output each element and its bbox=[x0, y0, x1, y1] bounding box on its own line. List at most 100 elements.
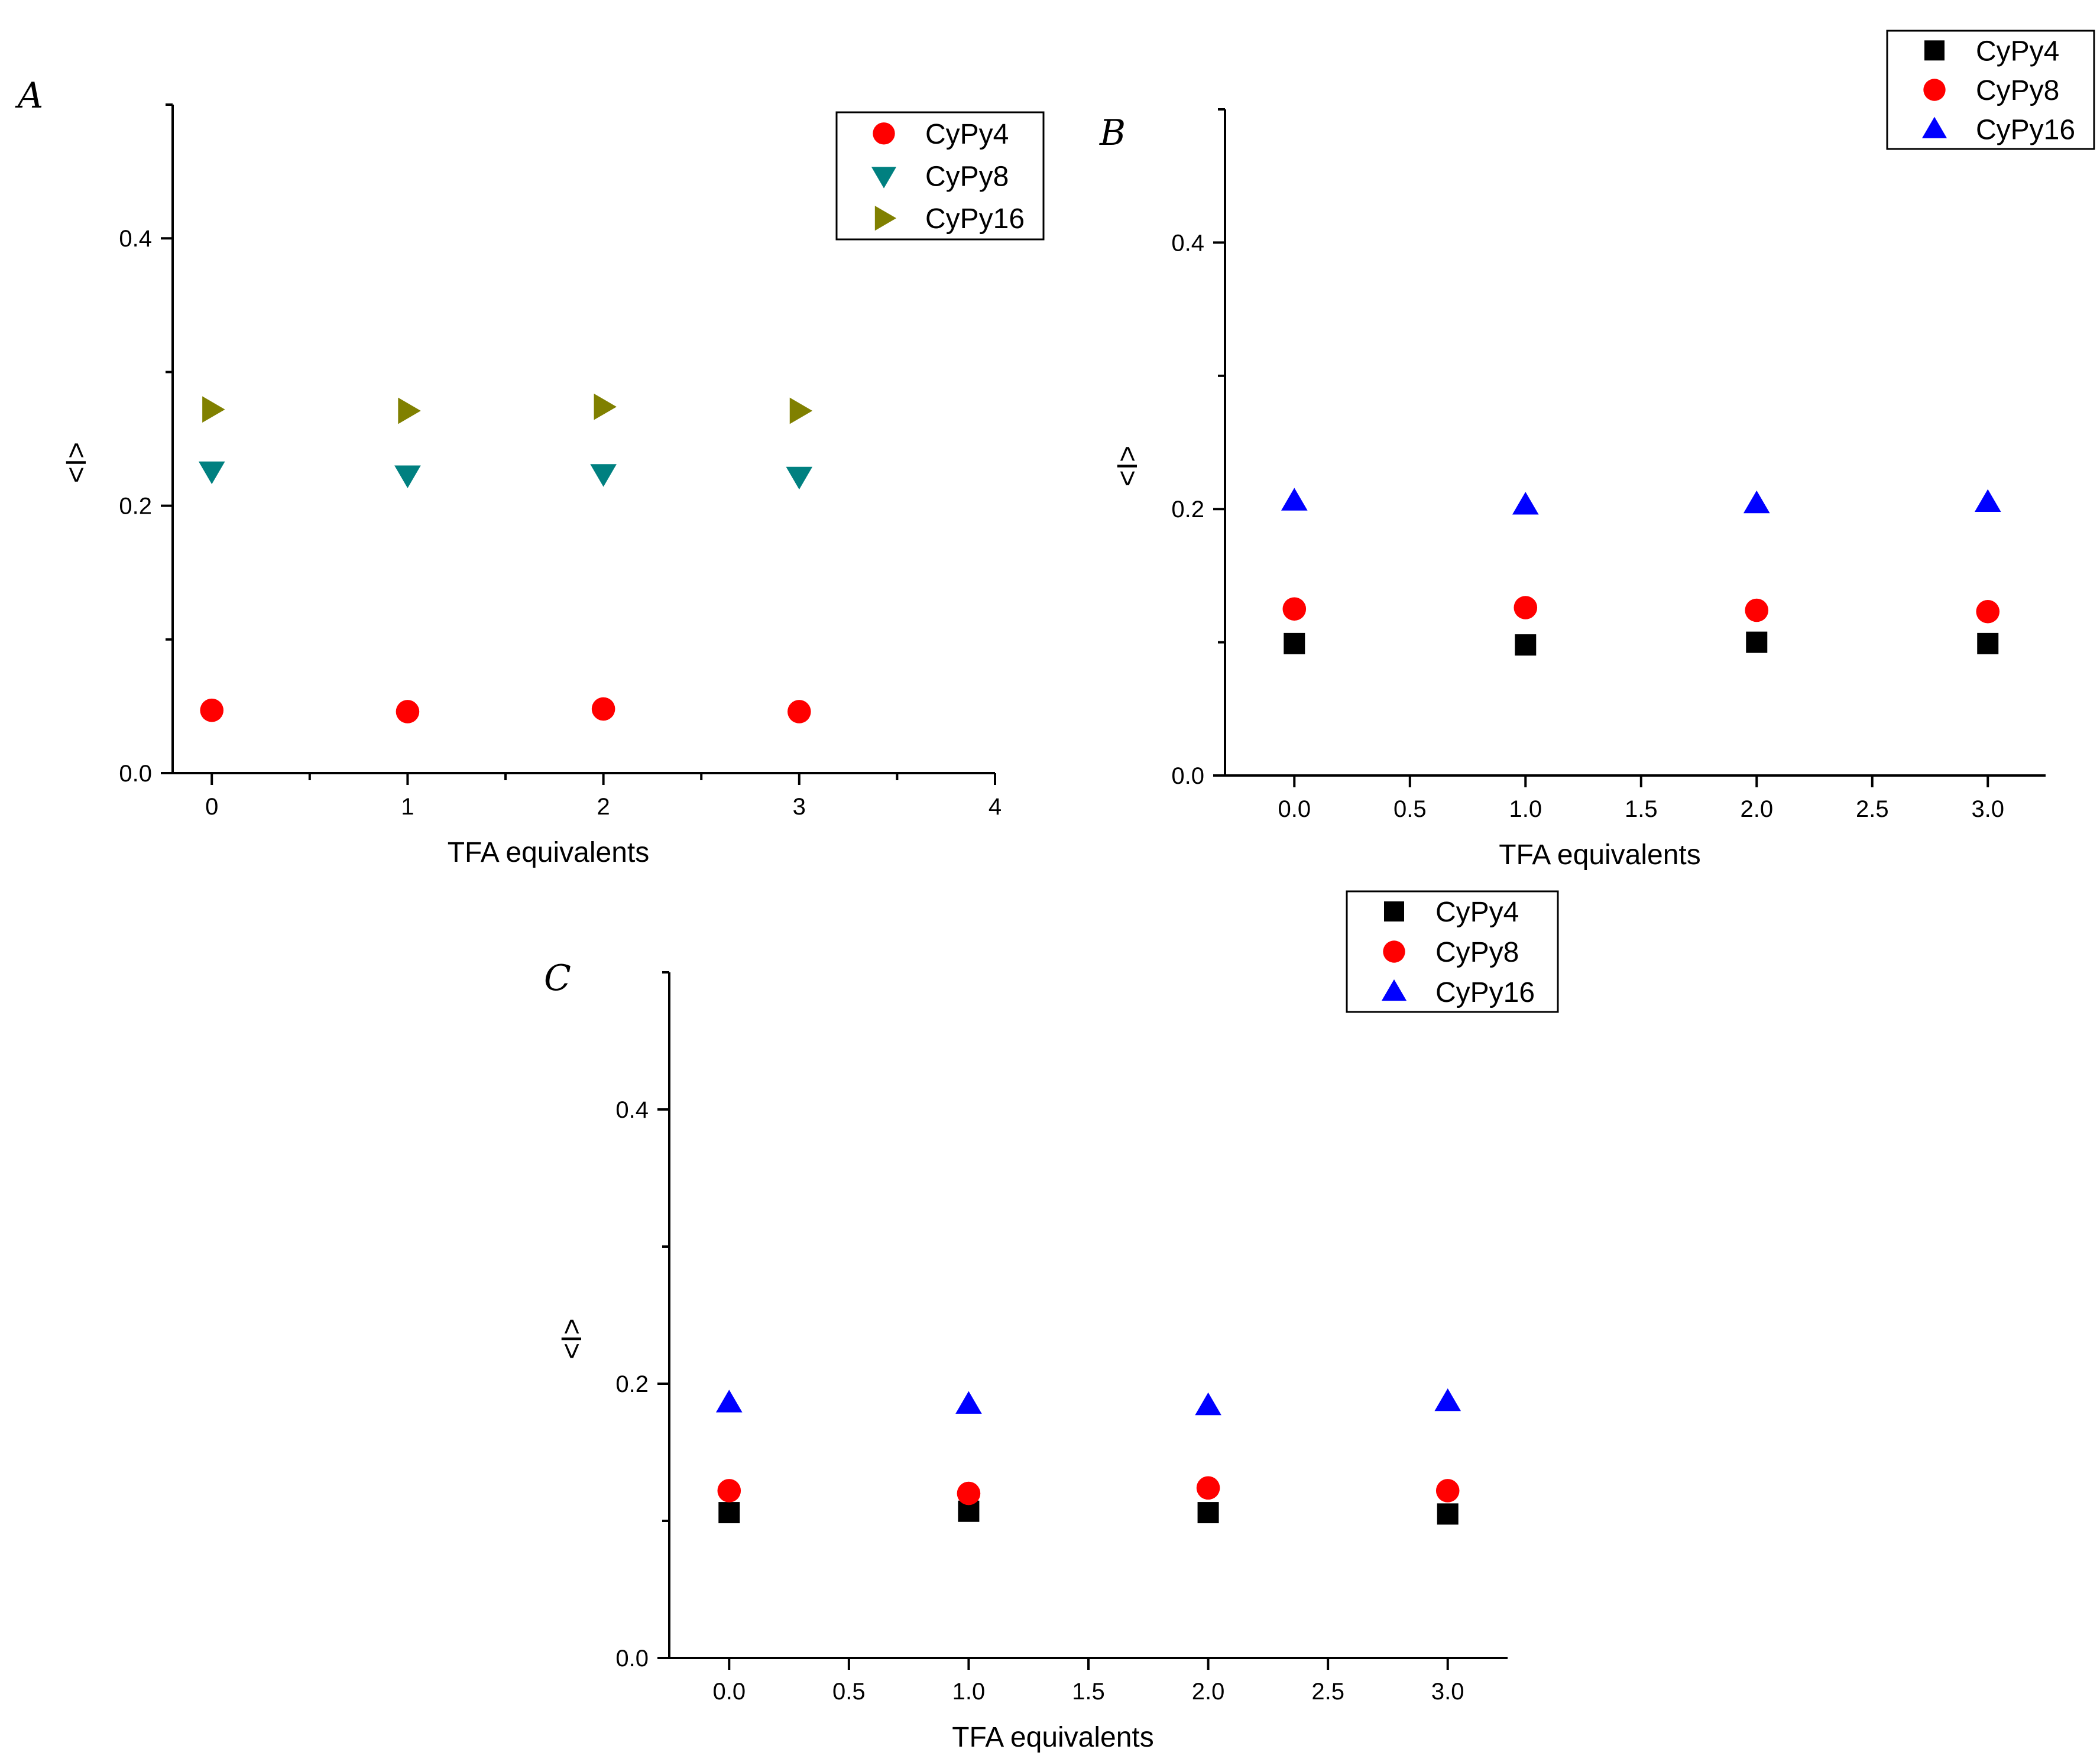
panel-a-legend-marker bbox=[873, 122, 895, 145]
panel-a-x-axis-title: TFA equivalents bbox=[448, 837, 650, 868]
panel-c-x-tick-label: 1.5 bbox=[1072, 1679, 1105, 1705]
panel-c-x-tick-label: 0.5 bbox=[832, 1679, 866, 1705]
panel-a-point-cypy16 bbox=[789, 397, 813, 424]
panel-a-x-tick-label: 2 bbox=[597, 794, 610, 820]
panel-b-point-cypy8 bbox=[1514, 596, 1538, 619]
panel-c-x-tick-label: 2.5 bbox=[1311, 1679, 1344, 1705]
panel-b-series-cypy8 bbox=[1282, 596, 2000, 624]
panel-c-y-tick-label: 0.2 bbox=[615, 1371, 649, 1397]
panel-a-point-cypy4 bbox=[591, 697, 615, 721]
panel-b-point-cypy16 bbox=[1974, 489, 2001, 512]
panel-c-x-tick-label: 1.0 bbox=[952, 1679, 986, 1705]
panel-a-legend-label: CyPy16 bbox=[925, 203, 1025, 235]
panel-c-legend-label: CyPy8 bbox=[1435, 937, 1519, 968]
panel-a-point-cypy16 bbox=[594, 393, 617, 420]
panel-a-point-cypy8 bbox=[394, 465, 421, 488]
panel-b-legend-marker bbox=[1921, 116, 1947, 138]
panel-b-point-cypy4 bbox=[1746, 631, 1768, 653]
panel-a-legend-marker bbox=[871, 167, 897, 189]
panel-c-point-cypy8 bbox=[957, 1481, 981, 1505]
panel-c-label: C bbox=[544, 958, 571, 999]
panel-c-point-cypy16 bbox=[1434, 1388, 1461, 1411]
panel-a-point-cypy4 bbox=[200, 698, 224, 722]
panel-a-x-tick-label: 4 bbox=[989, 794, 1002, 820]
panel-b-series-cypy16 bbox=[1281, 488, 2001, 515]
panel-b-legend-label: CyPy16 bbox=[1976, 115, 2075, 146]
panel-b-legend-marker bbox=[1924, 40, 1945, 61]
panel-b-point-cypy8 bbox=[1745, 598, 1769, 622]
panel-b-y-tick-label: 0.0 bbox=[1171, 763, 1204, 789]
panel-c-point-cypy4 bbox=[718, 1502, 740, 1524]
panel-b-x-tick-label: 1.0 bbox=[1509, 796, 1542, 822]
panel-c-series-cypy16 bbox=[715, 1388, 1461, 1416]
panel-a-y-tick-label: 0.2 bbox=[119, 494, 152, 520]
panel-c-x-tick-label: 2.0 bbox=[1192, 1679, 1225, 1705]
panel-b-legend-marker bbox=[1923, 79, 1946, 101]
panel-a-legend: CyPy4 CyPy8 CyPy16 bbox=[835, 111, 1045, 241]
panel-a-series-cypy4 bbox=[200, 697, 811, 723]
panel-b-point-cypy16 bbox=[1743, 490, 1770, 514]
panel-c-legend-label: CyPy16 bbox=[1435, 977, 1535, 1008]
panel-a-point-cypy16 bbox=[202, 396, 225, 423]
panel-a-series-cypy16 bbox=[202, 393, 813, 424]
panel-a-y-axis-title: <I> bbox=[61, 442, 92, 483]
panel-c-point-cypy16 bbox=[955, 1391, 982, 1414]
panel-b-y-axis-title: <I> bbox=[1112, 446, 1143, 486]
panel-a-point-cypy4 bbox=[396, 700, 420, 723]
panel-c-point-cypy16 bbox=[715, 1390, 743, 1413]
panel-a-label: A bbox=[15, 75, 43, 116]
panel-a-legend-marker bbox=[874, 206, 897, 231]
panel-c-legend-box bbox=[1346, 890, 1559, 1013]
panel-b-point-cypy8 bbox=[1976, 599, 2000, 624]
panel-b-point-cypy16 bbox=[1512, 492, 1539, 515]
panel-c-point-cypy8 bbox=[717, 1479, 741, 1503]
panel-c: C 0.0 0.2 0.4 0.0 0.5 1.0 1.5 2.0 2.5 3.0 TFA equiv… bbox=[544, 890, 1559, 1753]
panel-c-y-tick-label: 0.0 bbox=[615, 1646, 649, 1672]
panel-b-x-tick-label: 0.5 bbox=[1393, 796, 1427, 822]
panel-c-y-tick-label: 0.4 bbox=[615, 1097, 649, 1123]
panel-b-point-cypy16 bbox=[1281, 488, 1308, 511]
panel-b-point-cypy4 bbox=[1977, 632, 1999, 654]
panel-c-point-cypy8 bbox=[1196, 1476, 1220, 1500]
panel-a-series-cypy8 bbox=[198, 461, 813, 490]
panel-b-point-cypy4 bbox=[1284, 632, 1305, 654]
panel-a-point-cypy8 bbox=[198, 461, 225, 485]
panel-b-x-tick-label: 1.5 bbox=[1625, 796, 1658, 822]
panel-a-legend-label: CyPy4 bbox=[925, 119, 1009, 150]
panel-c-legend-marker bbox=[1384, 901, 1404, 921]
panel-b-legend: CyPy4 CyPy8 CyPy16 bbox=[1886, 30, 2095, 150]
panel-b-point-cypy8 bbox=[1282, 597, 1307, 621]
panel-a-point-cypy4 bbox=[788, 700, 811, 723]
panel-c-x-tick-label: 0.0 bbox=[712, 1679, 746, 1705]
panel-a-y-tick-label: 0.0 bbox=[119, 761, 152, 787]
panel-a-point-cypy8 bbox=[590, 464, 617, 487]
panel-a-x-tick-label: 0 bbox=[205, 794, 218, 820]
panel-c-legend-marker bbox=[1383, 940, 1405, 963]
panel-b-label: B bbox=[1099, 112, 1126, 154]
panel-b-x-tick-label: 2.0 bbox=[1740, 796, 1773, 822]
panel-c-legend-label: CyPy4 bbox=[1435, 897, 1519, 928]
panel-b-y-tick-label: 0.4 bbox=[1171, 230, 1204, 256]
panel-b-x-tick-label: 0.0 bbox=[1278, 796, 1311, 822]
panel-b-legend-label: CyPy4 bbox=[1976, 35, 2059, 67]
panel-a-x-tick-label: 1 bbox=[401, 794, 414, 820]
panel-c-y-axis-title: <I> bbox=[556, 1318, 588, 1359]
panel-b-x-tick-label: 2.5 bbox=[1856, 796, 1889, 822]
panel-b-legend-box bbox=[1886, 30, 2095, 150]
panel-b-x-axis-title: TFA equivalents bbox=[1499, 839, 1701, 871]
panel-c-point-cypy4 bbox=[1197, 1502, 1219, 1524]
panel-c-point-cypy8 bbox=[1435, 1479, 1460, 1503]
panel-b-series-cypy4 bbox=[1284, 631, 1999, 656]
panel-c-x-tick-label: 3.0 bbox=[1431, 1679, 1464, 1705]
panel-c-point-cypy16 bbox=[1195, 1392, 1221, 1416]
panel-b: B 0.0 0.2 0.4 0.0 0.5 1.0 1.5 2.0 2.5 3.0 TFA equiv… bbox=[1099, 30, 2095, 871]
panel-a-point-cypy16 bbox=[398, 397, 421, 424]
panel-c-series-cypy4 bbox=[718, 1500, 1459, 1525]
panel-c-legend-marker bbox=[1381, 979, 1407, 1001]
panel-a-point-cypy8 bbox=[786, 466, 813, 490]
panel-b-legend-label: CyPy8 bbox=[1976, 75, 2059, 106]
panel-a-legend-box bbox=[835, 111, 1045, 241]
panel-a-y-tick-label: 0.4 bbox=[119, 226, 152, 252]
